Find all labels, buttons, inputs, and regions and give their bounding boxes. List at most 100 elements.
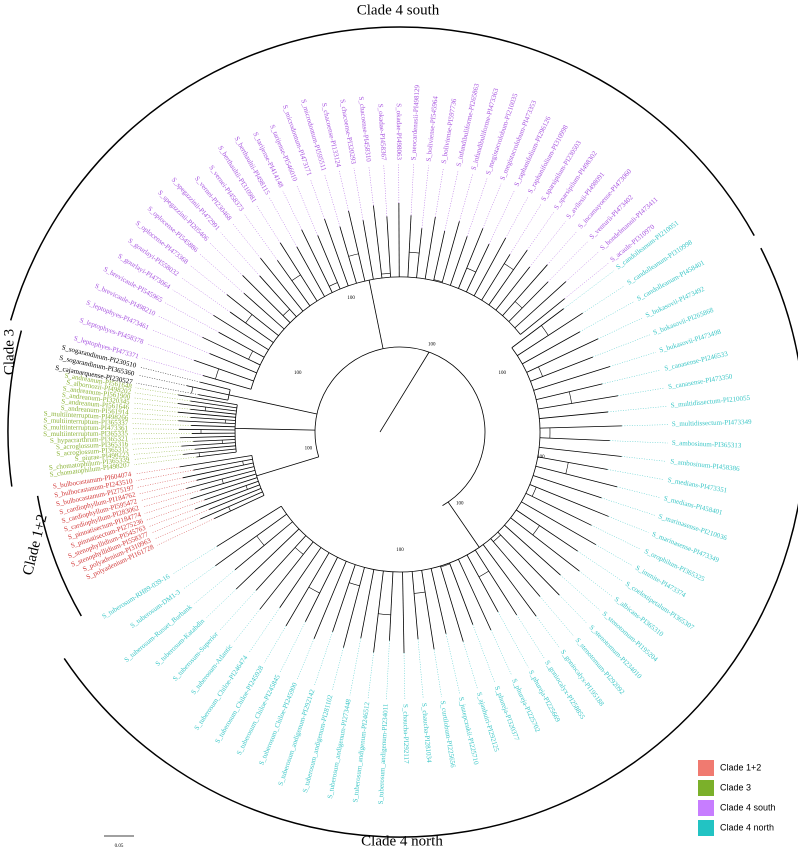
branch — [362, 220, 374, 280]
tip-label: S_chacoense-PI458310 — [357, 96, 373, 163]
branch — [449, 562, 474, 625]
tip-label: S_stenotomum-PI195204 — [601, 610, 660, 664]
branch-arc — [294, 547, 304, 555]
branch — [348, 210, 366, 282]
legend-swatch — [698, 760, 714, 776]
branch — [208, 488, 262, 510]
tip-label: S_okadae-PI498063 — [395, 103, 403, 160]
leader — [609, 351, 656, 367]
tip-label: S_ambosinum-PI365313 — [672, 439, 742, 450]
leader — [459, 173, 473, 222]
branch-arc — [440, 563, 451, 568]
tip-label: S_tuberosum_andigenum-PI273448 — [326, 698, 353, 799]
branch — [529, 484, 609, 517]
branch — [181, 442, 236, 447]
leader — [339, 170, 349, 211]
tip-label: S_juzepczukii-PI225710 — [457, 696, 480, 766]
leader — [488, 189, 516, 245]
legend-swatch — [698, 820, 714, 836]
clade-arc — [7, 330, 23, 487]
branch — [539, 446, 622, 457]
leader — [547, 230, 578, 265]
branch — [194, 484, 260, 510]
leader — [539, 596, 574, 637]
leader — [139, 480, 197, 495]
branch — [179, 455, 252, 468]
branch — [411, 571, 419, 640]
branch — [226, 294, 279, 336]
branch — [218, 331, 265, 358]
leader — [133, 407, 178, 413]
legend-label: Clade 3 — [720, 782, 751, 792]
leader — [149, 508, 196, 527]
branch-arc — [250, 276, 521, 390]
bootstrap: 100 — [305, 446, 313, 451]
leader — [132, 437, 181, 440]
leader — [353, 167, 364, 221]
leader — [151, 509, 210, 534]
leader — [591, 525, 642, 550]
bootstrap: 100 — [537, 455, 545, 460]
leader — [194, 569, 236, 605]
leader — [134, 392, 191, 402]
leader — [421, 165, 429, 229]
leader — [180, 277, 231, 313]
tip-label: S_boliviense-PI597736 — [440, 98, 459, 165]
legend-swatch — [698, 800, 714, 816]
leader — [386, 640, 390, 700]
leader — [367, 652, 374, 699]
leader — [133, 402, 191, 410]
branch — [178, 394, 238, 406]
branch — [481, 254, 511, 301]
leader — [529, 221, 566, 268]
leader — [134, 397, 178, 404]
branch — [522, 331, 581, 365]
leader — [182, 565, 216, 590]
branch — [285, 552, 330, 627]
branch — [373, 570, 384, 653]
branch-arc — [191, 386, 194, 394]
branch — [190, 416, 236, 421]
leader — [282, 190, 302, 230]
branch-arc — [414, 591, 426, 594]
leader — [310, 179, 325, 220]
branch — [537, 456, 608, 470]
branch-arc — [504, 263, 514, 271]
leader — [565, 251, 599, 282]
branch — [526, 338, 599, 373]
tip-label: S_hypacrarthrum-PI365321 — [50, 435, 129, 445]
tip-label: S_acroglossum-PI365316 — [56, 440, 129, 451]
backbone — [256, 456, 319, 477]
branch-arc — [514, 301, 523, 309]
branch — [386, 216, 391, 278]
branch — [520, 298, 566, 335]
branch — [193, 439, 236, 442]
branch — [430, 568, 447, 634]
leader — [140, 488, 187, 501]
leader — [206, 588, 237, 618]
backbone — [228, 394, 318, 415]
branch — [202, 336, 261, 366]
branch — [296, 246, 325, 297]
clade-label: Clade 4 north — [361, 833, 443, 849]
bootstrap: 100 — [396, 548, 404, 553]
branch — [389, 571, 394, 641]
branch-arc — [256, 535, 265, 546]
tip-label: S_ajanhuiri-PI292125 — [475, 691, 501, 753]
branch-arc — [541, 325, 549, 336]
branch-arc — [568, 391, 572, 404]
leader — [535, 616, 560, 648]
leader — [559, 594, 588, 624]
leader — [220, 232, 260, 276]
leader — [417, 639, 424, 700]
branch — [521, 501, 597, 546]
leader — [607, 469, 664, 480]
branch — [473, 237, 507, 297]
leader — [560, 574, 601, 611]
leader — [608, 406, 667, 413]
branch — [440, 565, 464, 642]
branch — [186, 469, 256, 489]
leader — [410, 164, 414, 216]
leader — [383, 164, 388, 217]
leader — [296, 184, 318, 236]
